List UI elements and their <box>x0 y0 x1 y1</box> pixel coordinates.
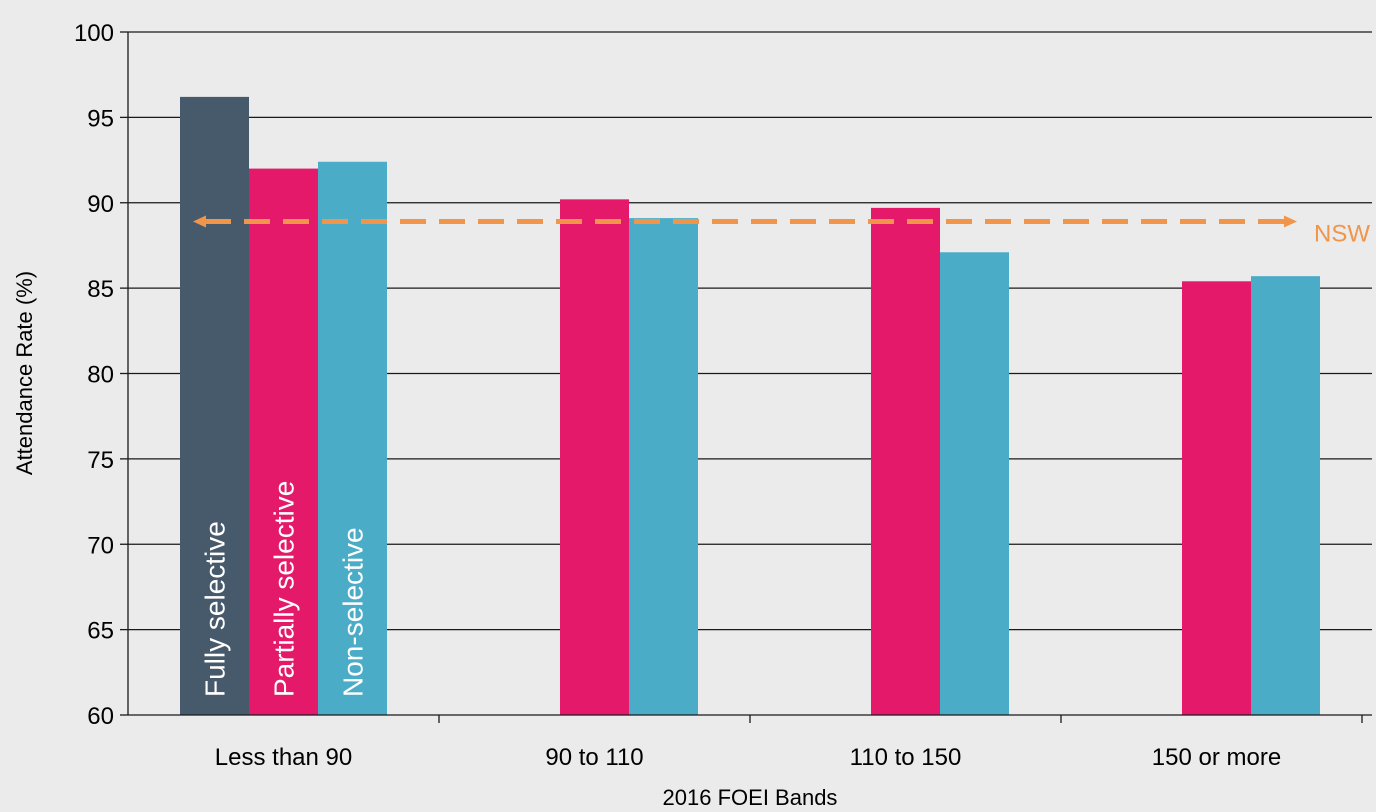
x-tick-label: 150 or more <box>1152 744 1281 771</box>
x-axis-title: 2016 FOEI Bands <box>663 785 838 810</box>
axes: 60 65 70 75 80 85 90 95 100 Less than 90 90 to 110… <box>74 20 1372 771</box>
y-tick-label: 60 <box>87 703 114 730</box>
y-tick-label: 75 <box>87 447 114 474</box>
bar <box>629 218 698 715</box>
series-label: Partially selective <box>269 481 300 697</box>
y-tick-label: 95 <box>87 105 114 132</box>
y-tick-label: 65 <box>87 618 114 645</box>
x-tick-label: 90 to 110 <box>545 744 643 771</box>
arrow-left-icon <box>193 215 206 228</box>
series-labels: Fully selective Partially selective Non-se… <box>200 481 369 697</box>
bar <box>318 161 387 715</box>
y-tick-label: 90 <box>87 191 114 218</box>
bar <box>940 252 1009 715</box>
reference-line-label: NSW <box>1314 221 1370 248</box>
bars <box>180 96 1320 716</box>
y-tick-label: 85 <box>87 276 114 303</box>
y-tick-label: 70 <box>87 532 114 559</box>
bar <box>1251 276 1320 715</box>
nsw-reference-line: NSW <box>193 215 1370 248</box>
y-tick-label: 80 <box>87 362 114 389</box>
bar <box>180 96 249 715</box>
bar <box>1182 281 1251 715</box>
arrow-right-icon <box>1284 215 1297 228</box>
bar <box>560 199 629 715</box>
y-axis-title: Attendance Rate (%) <box>12 271 37 475</box>
x-tick-label: 110 to 150 <box>850 744 962 771</box>
x-tick-label: Less than 90 <box>215 744 352 771</box>
bar <box>249 168 318 716</box>
series-label: Fully selective <box>200 521 231 697</box>
series-label: Non-selective <box>338 527 369 697</box>
y-tick-label: 100 <box>74 20 114 47</box>
bar <box>871 207 940 715</box>
